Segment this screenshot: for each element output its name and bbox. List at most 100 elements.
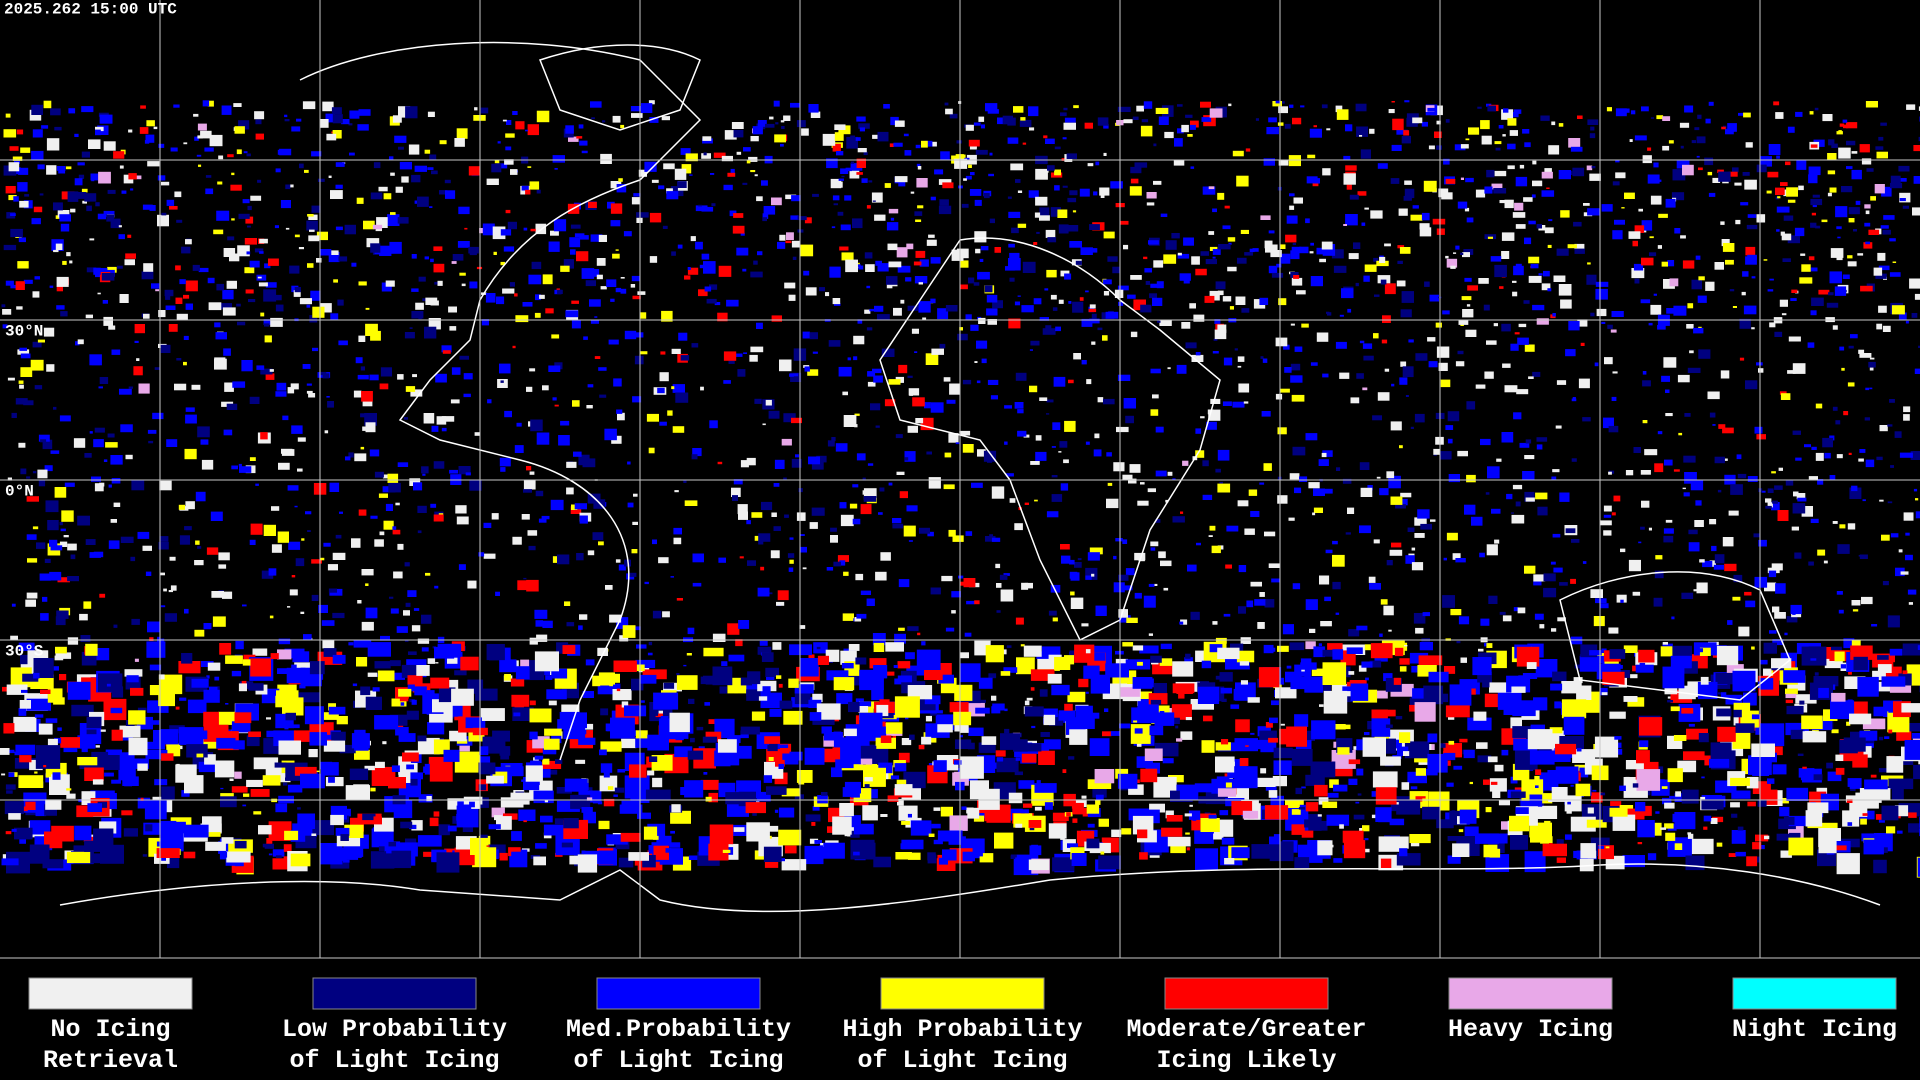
icing-patch — [409, 824, 417, 830]
icing-patch — [648, 641, 653, 646]
icing-patch — [791, 417, 802, 424]
icing-patch — [308, 235, 320, 242]
icing-patch — [1677, 374, 1690, 383]
icing-patch — [1769, 322, 1776, 328]
icing-patch — [344, 224, 356, 235]
icing-patch — [1087, 163, 1094, 167]
icing-patch — [1879, 425, 1888, 432]
icing-patch — [111, 779, 121, 784]
icing-patch — [536, 634, 548, 642]
icing-patch — [266, 717, 271, 720]
icing-patch — [1632, 240, 1638, 247]
icing-patch — [570, 224, 581, 229]
icing-patch — [728, 654, 745, 662]
icing-patch — [1206, 421, 1217, 430]
icing-patch — [252, 648, 268, 656]
icing-patch — [1002, 115, 1013, 125]
icing-patch — [1265, 244, 1278, 253]
icing-patch — [1510, 343, 1519, 351]
icing-patch — [566, 622, 575, 627]
icing-patch — [1772, 606, 1780, 613]
icing-patch — [1223, 613, 1231, 617]
icing-patch — [1039, 317, 1049, 321]
icing-patch — [1422, 798, 1428, 804]
icing-patch — [1810, 658, 1817, 661]
icing-patch — [1045, 138, 1055, 144]
icing-patch — [470, 837, 489, 855]
icing-patch — [32, 471, 37, 474]
icing-patch — [1874, 184, 1885, 194]
icing-patch — [456, 739, 468, 744]
icing-patch — [1335, 612, 1340, 615]
icing-patch — [533, 856, 546, 866]
icing-patch — [328, 252, 340, 263]
icing-patch — [369, 449, 380, 457]
icing-patch — [737, 369, 746, 377]
icing-patch — [1480, 120, 1490, 130]
icing-patch — [1395, 642, 1408, 651]
icing-patch — [1064, 420, 1076, 432]
icing-patch — [1707, 171, 1713, 176]
icing-patch — [1443, 752, 1456, 761]
icing-patch — [866, 285, 871, 289]
icing-patch — [1848, 218, 1855, 223]
icing-patch — [1885, 666, 1902, 677]
icing-patch — [1524, 142, 1531, 148]
icing-patch — [1390, 421, 1402, 431]
icing-patch — [1507, 165, 1515, 170]
icing-patch — [1633, 447, 1641, 453]
icing-patch — [1008, 792, 1023, 804]
icing-patch — [952, 535, 964, 542]
icing-patch — [211, 591, 224, 598]
icing-patch — [1289, 104, 1294, 108]
icing-patch — [867, 381, 876, 387]
icing-patch — [1774, 331, 1783, 337]
icing-patch — [57, 210, 70, 218]
icing-patch — [779, 234, 786, 241]
icing-patch — [170, 147, 178, 152]
icing-patch — [223, 248, 236, 257]
icing-patch — [1785, 479, 1794, 486]
icing-patch — [612, 689, 632, 701]
icing-patch — [1515, 224, 1526, 229]
icing-patch — [1657, 431, 1663, 435]
icing-patch — [294, 234, 300, 238]
icing-patch — [1275, 100, 1280, 104]
icing-patch — [1664, 802, 1675, 809]
icing-patch — [742, 268, 747, 272]
icing-patch — [140, 105, 146, 109]
icing-patch — [506, 120, 512, 125]
icing-patch — [617, 769, 626, 773]
icing-patch — [900, 843, 914, 850]
icing-patch — [37, 164, 45, 170]
icing-patch — [322, 639, 335, 649]
icing-patch — [1653, 597, 1663, 607]
icing-patch — [1140, 304, 1152, 313]
icing-patch — [1313, 125, 1317, 128]
icing-patch — [1876, 151, 1888, 159]
icing-patch — [1278, 106, 1288, 114]
icing-patch — [620, 288, 627, 294]
icing-patch — [411, 820, 423, 831]
icing-patch — [201, 828, 221, 837]
icing-patch — [1058, 710, 1076, 721]
icing-patch — [1024, 582, 1033, 589]
icing-patch — [1716, 842, 1723, 847]
icing-patch — [1835, 420, 1841, 425]
icing-patch — [877, 263, 889, 272]
icing-patch — [246, 251, 251, 255]
icing-patch — [1667, 768, 1683, 783]
icing-patch — [1298, 807, 1306, 810]
icing-patch — [1735, 219, 1741, 225]
icing-patch — [1201, 660, 1212, 669]
icing-patch — [34, 385, 43, 390]
icing-patch — [1605, 855, 1625, 870]
icing-patch — [1047, 165, 1055, 171]
icing-patch — [781, 438, 792, 446]
icing-patch — [1876, 456, 1883, 461]
icing-patch — [1815, 225, 1821, 229]
icing-patch — [260, 432, 268, 440]
icing-patch — [2, 309, 12, 315]
icing-patch — [427, 167, 434, 170]
icing-patch — [1586, 165, 1593, 171]
